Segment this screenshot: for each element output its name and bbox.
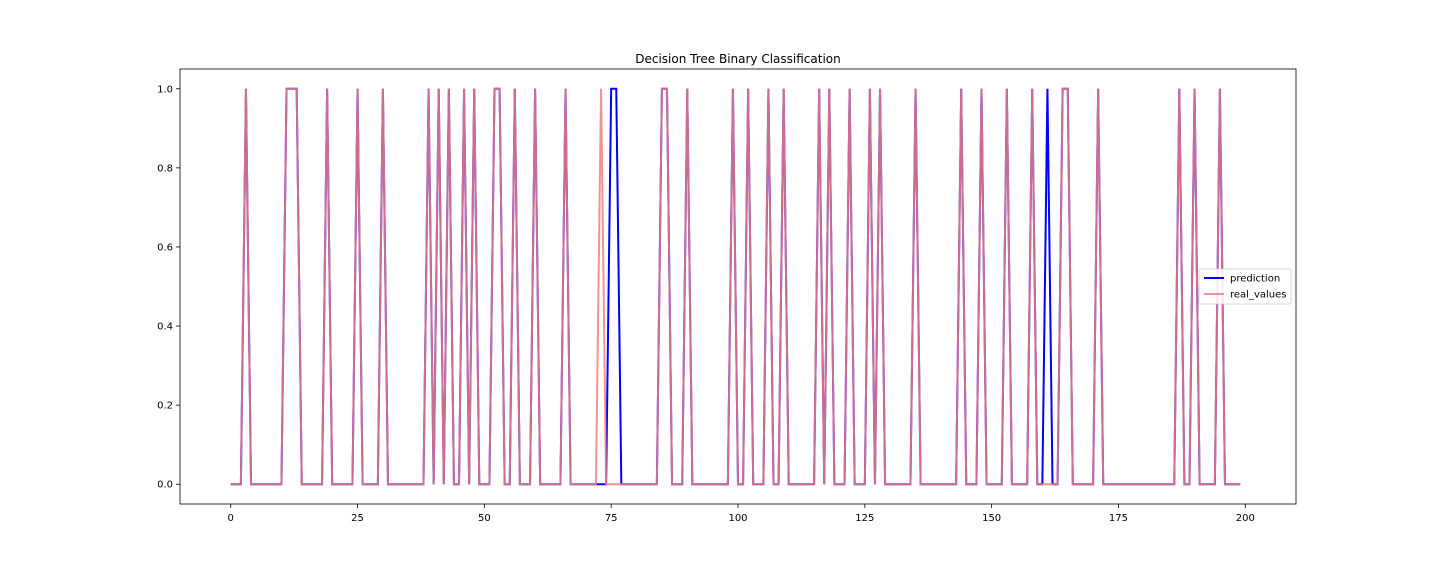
x-tick-label: 100 bbox=[728, 513, 747, 524]
x-tick-label: 125 bbox=[855, 513, 874, 524]
y-tick-label: 1.0 bbox=[157, 84, 173, 95]
y-tick-label: 0.2 bbox=[157, 401, 173, 412]
x-tick-label: 50 bbox=[478, 513, 491, 524]
y-tick-label: 0.8 bbox=[157, 163, 173, 174]
x-tick-label: 200 bbox=[1236, 513, 1255, 524]
x-tick-label: 0 bbox=[228, 513, 234, 524]
y-tick-label: 0.4 bbox=[157, 322, 173, 333]
y-tick-label: 0.6 bbox=[157, 242, 173, 253]
x-tick-label: 150 bbox=[982, 513, 1001, 524]
chart-title: Decision Tree Binary Classification bbox=[635, 52, 841, 66]
series-lines bbox=[230, 87, 1241, 486]
legend-label: real_values bbox=[1230, 290, 1286, 301]
series-line-real-values bbox=[230, 87, 1241, 486]
x-tick-label: 175 bbox=[1109, 513, 1128, 524]
legend-label: prediction bbox=[1230, 274, 1280, 285]
legend: prediction real_values bbox=[1198, 268, 1292, 305]
x-tick-label: 75 bbox=[605, 513, 618, 524]
axes: 0 25 50 75 100 125 150 175 200 0.0 0.2 0.4 0.6 0.8 1.0 bbox=[157, 68, 1297, 524]
y-tick-label: 0.0 bbox=[157, 480, 173, 491]
x-tick-label: 25 bbox=[351, 513, 364, 524]
